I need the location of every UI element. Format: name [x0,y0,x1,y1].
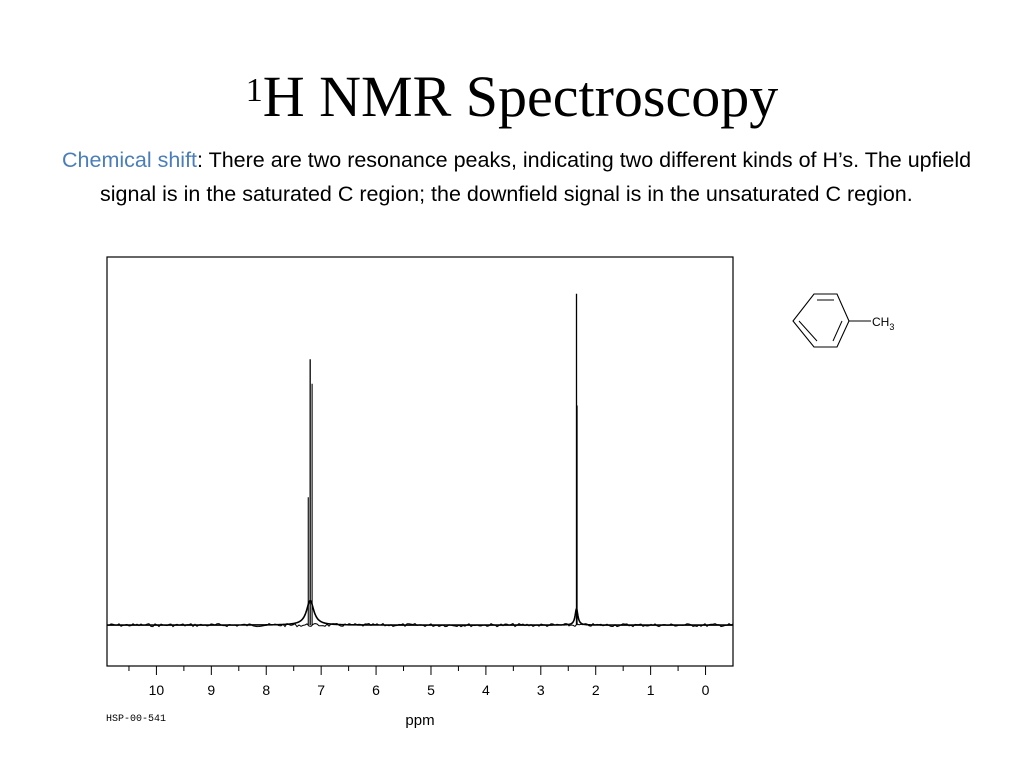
x-tick-label: 7 [317,682,325,698]
methyl-label: CH3 [872,315,894,332]
methyl-subscript: 3 [889,322,894,332]
x-tick-label: 5 [427,682,435,698]
x-tick-label: 0 [702,682,710,698]
x-tick-label: 6 [372,682,380,698]
spectrum-trace [107,599,733,626]
x-tick-label: 2 [592,682,600,698]
toluene-structure: CH3 [792,293,894,348]
title-superscript: 1 [245,72,263,109]
body-explanation: : There are two resonance peaks, indicat… [100,148,972,206]
benzene-ring [792,293,850,348]
x-tick-label: 1 [647,682,655,698]
slide-title: 1H NMR Spectroscopy [0,62,1024,132]
x-tick-label: 3 [537,682,545,698]
body-paragraph: Chemical shift: There are two resonance … [62,143,1000,211]
x-tick-label: 10 [149,682,165,698]
x-tick-label: 4 [482,682,490,698]
x-axis-label: ppm [405,712,434,729]
chemical-shift-term: Chemical shift [62,148,198,172]
spectrum-id-label: HSP-00-541 [106,714,167,725]
x-tick-label: 9 [207,682,215,698]
title-text: H NMR Spectroscopy [262,64,779,129]
methyl-ch: CH [872,315,889,329]
ring-double-bond [798,320,818,342]
x-tick-label: 8 [262,682,270,698]
plot-frame [106,256,734,667]
ring-double-bond [832,320,843,342]
baseline-noise [106,622,734,628]
